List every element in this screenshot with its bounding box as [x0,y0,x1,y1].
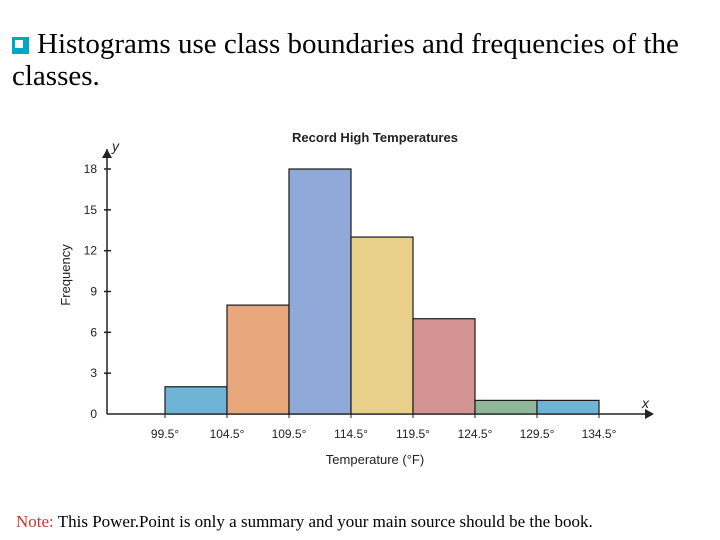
x-tick-label: 104.5° [210,427,245,441]
y-tick-label: 18 [84,162,98,176]
histogram-bar [350,236,414,415]
y-tick-label: 6 [90,325,97,339]
square-bullet-icon [12,37,29,54]
histogram-chart: Record High Temperatures 0 3 6 9 12 15 18 99.5°… [58,130,654,467]
x-axis-letter: x [641,395,650,411]
x-tick-label: 129.5° [520,427,555,441]
x-tick-label: 114.5° [334,427,368,441]
y-axis-arrow [102,149,112,158]
y-axis-title: Frequency [58,244,73,306]
x-tick-label: 109.5° [272,427,307,441]
y-tick-label: 0 [90,407,97,421]
chart-title: Record High Temperatures [292,130,458,145]
footnote: Note: This Power.Point is only a summary… [16,512,716,532]
y-axis-letter: y [111,138,120,154]
x-tick-label: 99.5° [151,427,179,441]
x-tick-label: 119.5° [396,427,430,441]
x-tick-label: 124.5° [458,427,493,441]
note-label: Note: [16,512,54,531]
y-tick-label: 9 [90,285,97,299]
histogram-bar [288,168,352,415]
histogram-bar [164,386,228,415]
y-tick-label: 3 [90,366,97,380]
x-tick-label: 134.5° [582,427,617,441]
slide-heading: Histograms use class boundaries and freq… [12,28,712,92]
histogram-bar [474,399,538,415]
y-tick-label: 15 [84,203,98,217]
x-axis-title: Temperature (°F) [326,452,424,467]
histogram-bar [536,399,600,415]
x-axis-arrow [645,409,654,419]
plot-area: 0 3 6 9 12 15 18 99.5° 104.5° 109.5° 114.5° 119.5° 1… [84,149,654,441]
histogram-bar [226,304,290,415]
note-text: This Power.Point is only a summary and y… [53,512,593,531]
y-tick-label: 12 [84,244,98,258]
heading-text: Histograms use class boundaries and freq… [12,28,679,92]
histogram-bar [412,318,476,415]
